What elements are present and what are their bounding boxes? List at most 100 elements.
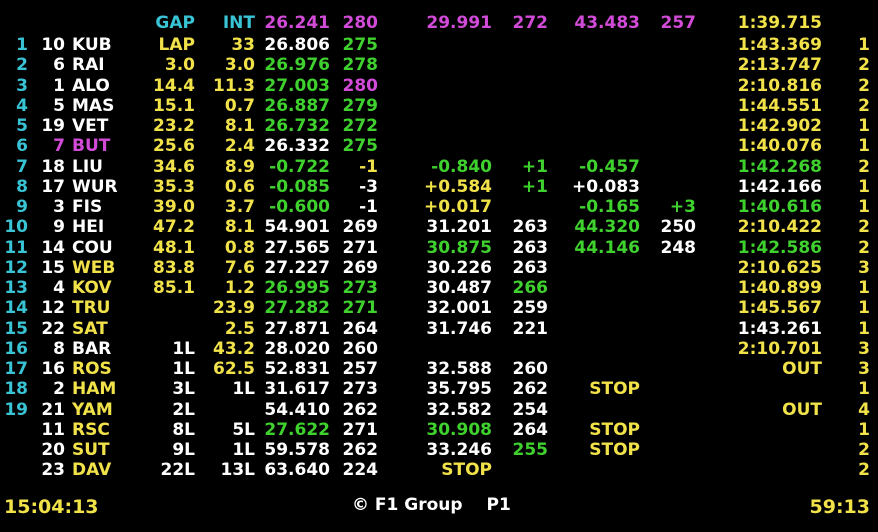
position-cell: 17 xyxy=(4,359,28,379)
sector3-cell: -0.165 xyxy=(579,197,640,217)
position-cell: 3 xyxy=(16,75,28,96)
pit-count-cell: 4 xyxy=(858,399,870,420)
driver-code-cell: KUB xyxy=(72,35,112,55)
position-cell: 14 xyxy=(4,298,28,319)
pit-count-cell: 1 xyxy=(858,35,870,55)
table-row: 13 4 KOV 85.1 1.2 26.995 273 30.487 266 1:40.899 1 xyxy=(0,278,878,298)
speed1-cell: 271 xyxy=(342,237,379,258)
position-cell: 11 xyxy=(4,237,28,258)
speed1-cell: 269 xyxy=(342,217,379,238)
driver-code-cell: HAM xyxy=(72,379,117,400)
sector1-cell: 52.831 xyxy=(264,359,330,379)
speed2-cell: 263 xyxy=(512,237,549,258)
lap-time-cell: 1:40.616 xyxy=(737,197,822,217)
sector1-cell: 54.901 xyxy=(264,217,330,238)
sector2-cell: -0.840 xyxy=(431,156,492,177)
sector1-cell: -0.722 xyxy=(269,156,330,177)
sector2-cell: 32.588 xyxy=(426,359,492,379)
sector1-cell: 27.565 xyxy=(264,237,330,258)
table-row: 19 21 YAM 2L 54.410 262 32.582 254 OUT 4 xyxy=(0,400,878,420)
interval-cell: 0.7 xyxy=(224,95,255,116)
position-cell: 2 xyxy=(16,55,28,76)
speed1-cell: 273 xyxy=(342,379,379,400)
speed2-cell: 259 xyxy=(512,298,549,319)
sector1-cell: 54.410 xyxy=(264,399,330,420)
sector1-cell: 27.282 xyxy=(264,298,330,319)
pit-count-cell: 1 xyxy=(858,419,870,440)
best-speed1: 280 xyxy=(342,13,379,33)
header-row: GAP INT 26.241 280 29.991 272 43.483 257… xyxy=(0,13,878,33)
session-clock: 15:04:13 xyxy=(4,496,99,518)
position-cell: 4 xyxy=(16,95,28,116)
int-header: INT xyxy=(222,13,255,33)
lap-time-cell: 2:10.701 xyxy=(737,338,822,359)
table-row: 2 6 RAI 3.0 3.0 26.976 278 2:13.747 2 xyxy=(0,55,878,75)
interval-cell: 13L xyxy=(220,460,256,481)
gap-cell: 85.1 xyxy=(153,278,195,298)
interval-cell: 5L xyxy=(232,419,255,440)
sector2-cell: 35.795 xyxy=(426,379,492,400)
interval-cell: 0.6 xyxy=(224,176,255,197)
driver-code-cell: RAI xyxy=(72,55,105,76)
sector1-cell: 27.227 xyxy=(264,257,330,278)
driver-code-cell: ROS xyxy=(72,359,112,379)
time-remaining: 59:13 xyxy=(809,496,870,518)
sector3-cell: 44.320 xyxy=(574,217,640,238)
driver-code-cell: TRU xyxy=(72,298,111,319)
position-cell: 12 xyxy=(4,257,28,278)
sector1-cell: -0.085 xyxy=(269,176,330,197)
best-speed2: 272 xyxy=(512,13,549,33)
speed2-cell: 263 xyxy=(512,217,549,238)
driver-code-cell: YAM xyxy=(72,399,113,420)
sector1-cell: 28.020 xyxy=(264,338,330,359)
speed1-cell: 275 xyxy=(342,35,379,55)
table-row: 8 17 WUR 35.3 0.6 -0.085 -3 +0.584 +1 +0.083 1:42.… xyxy=(0,177,878,197)
speed2-cell: 264 xyxy=(512,419,549,440)
gap-header: GAP xyxy=(155,13,195,33)
driver-code-cell: WEB xyxy=(72,257,116,278)
sector3-cell: +0.083 xyxy=(571,176,640,197)
lap-time-cell: 1:40.899 xyxy=(737,278,822,298)
speed2-cell: 262 xyxy=(512,379,549,400)
speed3-cell: +3 xyxy=(669,197,696,217)
lap-time-cell: 1:42.268 xyxy=(737,156,822,177)
sector1-cell: 26.995 xyxy=(264,278,330,298)
speed1-cell: 280 xyxy=(342,75,379,96)
gap-cell: 34.6 xyxy=(153,156,195,177)
sector2-cell: 33.246 xyxy=(426,440,492,460)
interval-cell: 11.3 xyxy=(213,75,255,96)
sector3-cell: STOP xyxy=(589,440,640,460)
position-cell: 16 xyxy=(4,338,28,359)
lap-time-cell: 1:40.076 xyxy=(737,136,822,157)
sector2-cell: 32.582 xyxy=(426,399,492,420)
lap-time-cell: OUT xyxy=(782,359,822,379)
interval-cell: 8.1 xyxy=(224,116,255,136)
best-sector3: 43.483 xyxy=(574,13,640,33)
car-number-cell: 22 xyxy=(41,318,65,339)
table-row: 18 2 HAM 3L 1L 31.617 273 35.795 262 STOP 1 xyxy=(0,379,878,399)
car-number-cell: 18 xyxy=(41,156,65,177)
best-lap: 1:39.715 xyxy=(737,13,822,33)
gap-cell: 1L xyxy=(172,338,195,359)
gap-cell: LAP xyxy=(158,35,195,55)
sector2-cell: STOP xyxy=(441,460,492,481)
speed2-cell: 221 xyxy=(512,318,549,339)
gap-cell: 35.3 xyxy=(153,176,195,197)
driver-code-cell: VET xyxy=(72,116,109,136)
driver-code-cell: MAS xyxy=(72,95,115,116)
speed2-cell: +1 xyxy=(521,176,548,197)
position-cell: 15 xyxy=(4,318,28,339)
sector1-cell: -0.600 xyxy=(269,197,330,217)
speed1-cell: 262 xyxy=(342,399,379,420)
speed3-cell: 250 xyxy=(660,217,697,238)
interval-cell: 1.2 xyxy=(224,278,255,298)
lap-time-cell: 1:43.261 xyxy=(737,318,822,339)
speed1-cell: 224 xyxy=(342,460,379,481)
table-row: 5 19 VET 23.2 8.1 26.732 272 1:42.902 1 xyxy=(0,116,878,136)
pit-count-cell: 2 xyxy=(858,217,870,238)
table-row: 17 16 ROS 1L 62.5 52.831 257 32.588 260 OUT 3 xyxy=(0,359,878,379)
car-number-cell: 5 xyxy=(53,95,65,116)
table-row: 23 DAV 22L 13L 63.640 224 STOP 2 xyxy=(0,460,878,480)
sector2-cell: 31.746 xyxy=(426,318,492,339)
car-number-cell: 2 xyxy=(53,379,65,400)
